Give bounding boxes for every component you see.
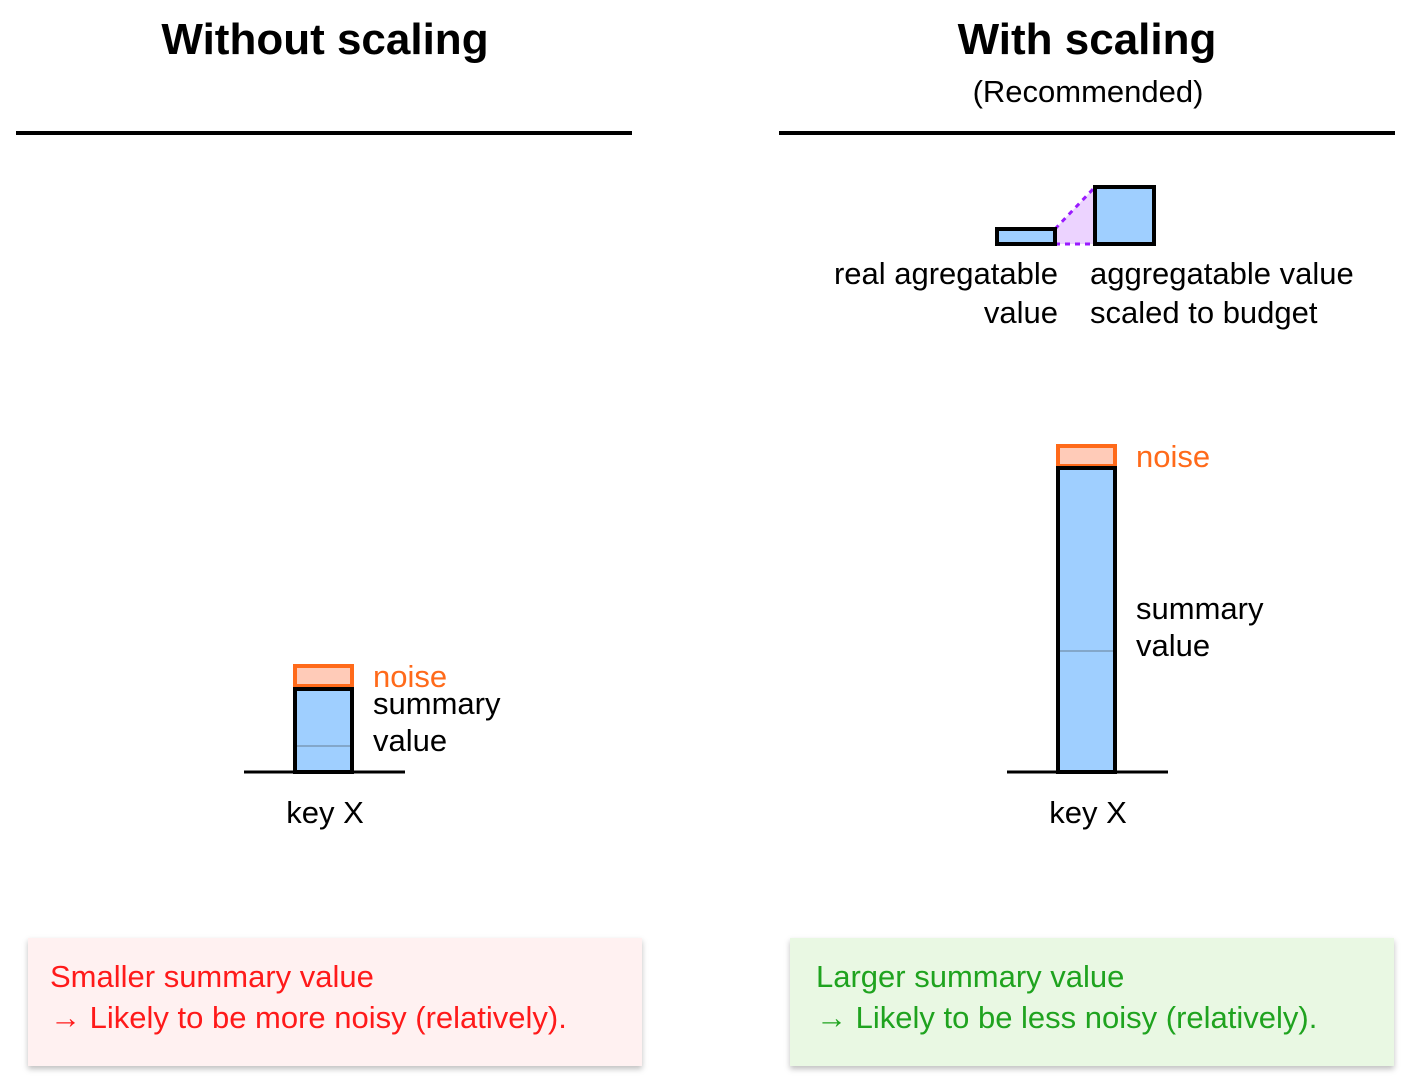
scaled-value-bar — [1093, 185, 1156, 246]
real-value-label-2: value — [984, 295, 1058, 330]
right-callout-line-1: Larger summary value — [816, 959, 1124, 994]
right-subtitle: (Recommended) — [973, 74, 1204, 109]
left-summary-label-2: value — [373, 723, 447, 758]
scaling-projection — [1055, 187, 1095, 244]
right-summary-label-1: summary — [1136, 591, 1264, 626]
scaled-value-label-2: scaled to budget — [1090, 295, 1318, 330]
left-key-label: key X — [286, 795, 364, 830]
left-callout-line-1: Smaller summary value — [50, 959, 374, 994]
right-callout — [790, 938, 1394, 1066]
left-noise-label: noise — [373, 659, 447, 694]
left-callout-line-2: → Likely to be more noisy (relatively). — [50, 1000, 567, 1035]
left-summary-label-1: summary — [373, 686, 501, 721]
real-value-bar — [995, 227, 1057, 246]
right-summary-bar — [1056, 466, 1117, 774]
right-summary-label-2: value — [1136, 628, 1210, 663]
right-key-label: key X — [1049, 795, 1127, 830]
scaled-value-label-1: aggregatable value — [1090, 256, 1354, 291]
right-noise-label: noise — [1136, 439, 1210, 474]
left-noise-bar — [293, 664, 354, 688]
real-value-label-1: real agregatable — [834, 256, 1058, 291]
right-callout-line-2: → Likely to be less noisy (relatively). — [816, 1000, 1317, 1035]
left-callout — [28, 938, 642, 1066]
left-summary-bar — [293, 687, 354, 774]
right-title: With scaling — [958, 15, 1217, 64]
right-noise-bar — [1056, 444, 1117, 468]
left-title: Without scaling — [161, 15, 488, 64]
